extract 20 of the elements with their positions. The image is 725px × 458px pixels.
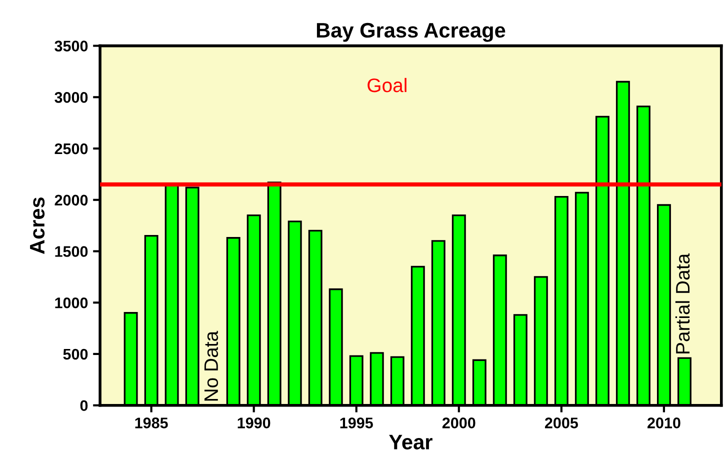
y-tick-label: 2000 — [54, 194, 88, 206]
x-tick-label: 2000 — [442, 418, 476, 428]
y-tick-label: 1500 — [55, 246, 88, 257]
x-axis-title: Year — [389, 434, 432, 450]
x-tick-label: 1995 — [340, 418, 373, 428]
y-tick-label: 0 — [80, 400, 88, 412]
y-tick-label: 500 — [63, 348, 88, 360]
annotation: No Data — [204, 330, 218, 401]
x-tick-label: 2010 — [647, 418, 680, 428]
y-tick-label: 1000 — [55, 297, 88, 308]
y-tick-label: 2500 — [54, 143, 88, 154]
y-axis-title: Acres — [30, 197, 45, 254]
chart-title: Bay Grass Acreage — [316, 22, 506, 42]
x-tick-label: 1985 — [135, 418, 168, 428]
annotation: Partial Data — [675, 253, 690, 354]
x-tick-label: 1990 — [238, 418, 270, 428]
y-tick-label: 3000 — [54, 92, 88, 103]
x-tick-label: 2005 — [544, 418, 578, 428]
ref-line-label: Goal — [368, 78, 406, 92]
y-tick-label: 3500 — [54, 40, 88, 52]
